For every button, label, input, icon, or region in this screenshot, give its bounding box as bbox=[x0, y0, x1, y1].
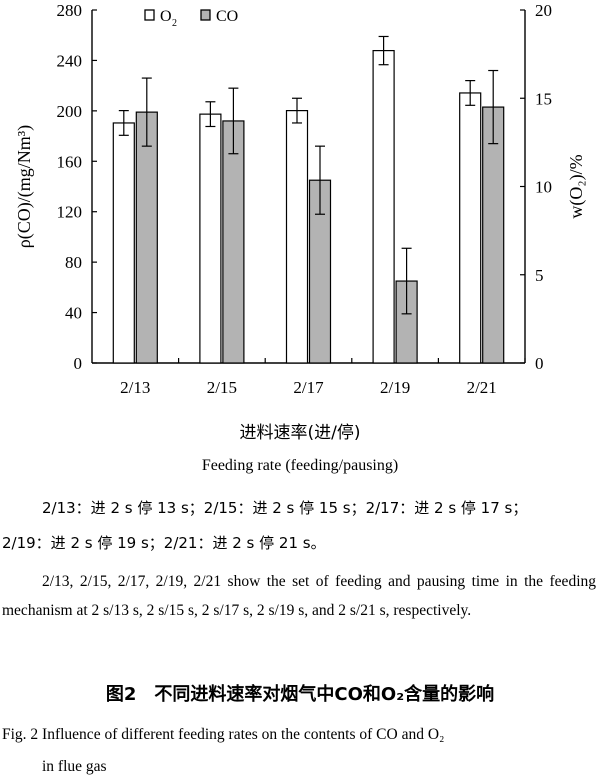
y2-axis-title: w(O₂)/% bbox=[566, 154, 587, 218]
y-tick-label: 200 bbox=[57, 102, 83, 121]
legend-label-o2: O bbox=[160, 8, 172, 25]
x-tick-label: 2/21 bbox=[467, 378, 497, 397]
y2-tick-label: 0 bbox=[535, 354, 544, 373]
legend-swatch-o2 bbox=[144, 9, 155, 21]
legend-label-co: CO bbox=[216, 8, 238, 25]
legend-label-o2-subscript: 2 bbox=[172, 18, 177, 29]
x-axis-label-english: Feeding rate (feeding/pausing) bbox=[201, 457, 399, 474]
y2-tick-label: 10 bbox=[535, 178, 552, 197]
chart-axes: 0 40 80 120 160 200 240 280 0 5 10 15 20 2/13 2/15 2/17… bbox=[14, 1, 587, 397]
figure-caption-english-line-2: in flue gas bbox=[42, 758, 107, 775]
bar-o2 bbox=[112, 122, 135, 364]
x-tick-label: 2/17 bbox=[293, 378, 324, 397]
x-axis-label-chinese: 进料速率(进/停) bbox=[239, 423, 361, 443]
y-tick-label: 160 bbox=[57, 152, 83, 171]
bar-co bbox=[222, 120, 245, 364]
legend-swatch-co bbox=[200, 9, 211, 21]
y-tick-label: 120 bbox=[57, 203, 83, 222]
y-tick-label: 280 bbox=[57, 1, 83, 20]
bar-o2 bbox=[372, 49, 395, 364]
chart-legend: O 2 CO bbox=[144, 8, 238, 29]
bar-chart: 0 40 80 120 160 200 240 280 0 5 10 15 20 2/13 2/15 2/17… bbox=[14, 1, 587, 397]
y2-tick-label: 20 bbox=[535, 1, 552, 20]
bar-o2 bbox=[459, 92, 482, 364]
bar-co bbox=[482, 106, 505, 364]
figure-caption-english-line-1: Fig. 2 Influence of different feeding ra… bbox=[2, 726, 445, 743]
y-tick-label: 0 bbox=[74, 354, 83, 373]
bar-o2 bbox=[199, 113, 222, 364]
y-axis-title: ρ(CO)/(mg/Nm³) bbox=[14, 125, 35, 248]
bar-o2 bbox=[285, 110, 309, 364]
chart-bars bbox=[112, 35, 505, 364]
x-tick-label: 2/19 bbox=[380, 378, 410, 397]
bar-co bbox=[135, 111, 158, 364]
y-tick-label: 240 bbox=[57, 51, 83, 70]
figure-title-chinese: 图2 不同进料速率对烟气中CO和O₂含量的影响 bbox=[105, 684, 495, 705]
y-tick-label: 80 bbox=[65, 253, 82, 272]
y2-tick-label: 5 bbox=[535, 266, 544, 285]
y2-tick-label: 15 bbox=[535, 89, 552, 108]
note-chinese-line-1: 2/13：进 2 s 停 13 s；2/15：进 2 s 停 15 s；2/17… bbox=[42, 499, 528, 517]
note-chinese-line-2: 2/19：进 2 s 停 19 s；2/21：进 2 s 停 21 s。 bbox=[2, 534, 326, 552]
x-tick-label: 2/13 bbox=[120, 378, 150, 397]
note-english: 2/13, 2/15, 2/17, 2/19, 2/21 show the se… bbox=[2, 573, 596, 619]
y-tick-label: 40 bbox=[65, 304, 82, 323]
x-tick-label: 2/15 bbox=[207, 378, 237, 397]
